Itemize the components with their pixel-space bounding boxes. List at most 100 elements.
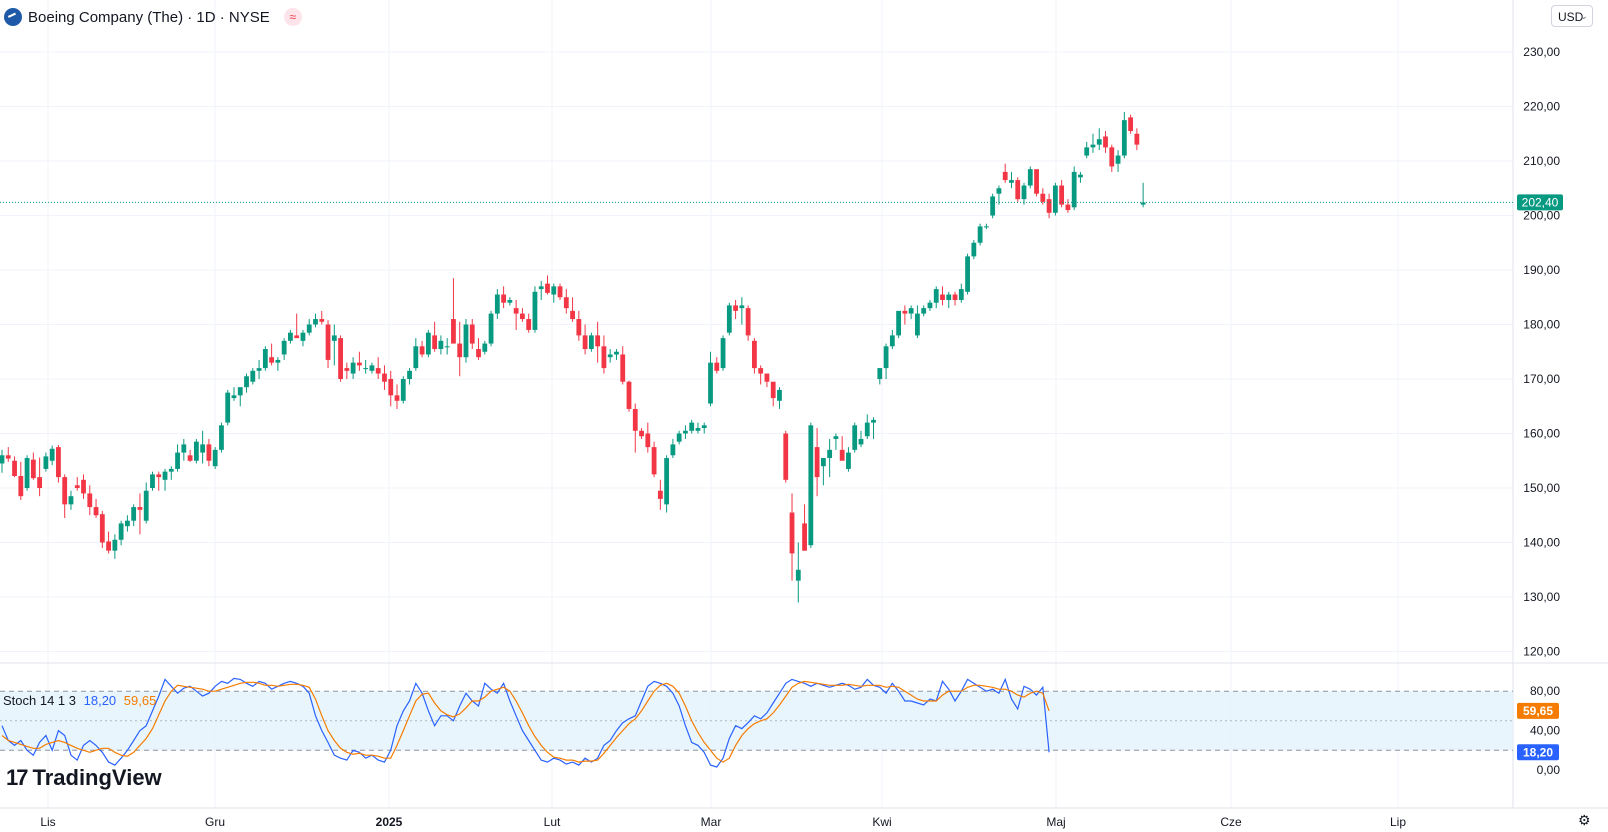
candle-body (752, 340, 757, 369)
tradingview-logo[interactable]: 17 TradingView (6, 765, 162, 791)
candle-body (1040, 193, 1046, 202)
y-tick-label: 130,00 (1523, 590, 1560, 604)
candle-body (795, 569, 801, 581)
candle-body (683, 430, 688, 434)
stoch-d-tag (1517, 702, 1559, 719)
candle-body (576, 319, 582, 336)
candle-body (1009, 180, 1014, 183)
candle-body (877, 368, 883, 379)
candle-body (864, 422, 870, 437)
candle-body (150, 474, 155, 488)
wave-icon[interactable]: ≈ (283, 8, 302, 26)
candle-body (1140, 202, 1146, 205)
candle-body (1015, 180, 1021, 200)
candle-body (24, 458, 30, 488)
candle-body (645, 433, 651, 448)
candle-body (350, 362, 356, 374)
candle-body (419, 346, 425, 355)
y-tick-label: 230,00 (1523, 45, 1560, 59)
y-tick-label: 150,00 (1523, 481, 1560, 495)
candle-body (614, 351, 619, 355)
currency-selector[interactable]: USD ⌄ (1551, 5, 1593, 27)
y-tick-label: 140,00 (1523, 536, 1560, 550)
candle-body (244, 376, 249, 388)
y-tick-label: 190,00 (1523, 263, 1560, 277)
candle-body (457, 343, 463, 358)
candle-body (915, 313, 920, 336)
candle-body (595, 335, 601, 347)
candle-body (476, 349, 481, 358)
candle-body (983, 226, 989, 228)
candle-body (394, 395, 400, 401)
candle-body (632, 408, 638, 431)
candle-body (1115, 155, 1121, 164)
candle-body (331, 335, 337, 341)
candle-body (1002, 171, 1008, 181)
candle-body (118, 523, 124, 540)
candle-body (1046, 199, 1052, 213)
candle-body (131, 507, 137, 521)
candle-body (306, 324, 312, 333)
candle-body (582, 335, 588, 350)
candle-body (1052, 185, 1058, 213)
candle-body (338, 338, 343, 379)
candle-body (676, 433, 682, 442)
candle-body (545, 283, 550, 293)
candle-body (225, 392, 231, 423)
candle-body (670, 444, 676, 456)
price-axis: 230,00 220,00 210,00 200,00 190,00 180,00 170,… (1523, 45, 1560, 659)
candle-body (526, 319, 532, 330)
stoch-legend[interactable]: Stoch 14 1 3 18,20 59,65 (3, 693, 156, 708)
candle-body (958, 289, 964, 300)
candle-body (714, 362, 720, 371)
candle-body (112, 539, 118, 551)
candle-body (356, 362, 362, 366)
x-tick-label: Lut (544, 815, 561, 829)
stoch-d-value: 59,65 (123, 693, 157, 708)
candle-body (200, 444, 206, 453)
candle-body (908, 308, 914, 314)
candle-body (375, 368, 381, 374)
candle-body (720, 338, 726, 369)
candle-body (990, 196, 996, 216)
symbol-title[interactable]: Boeing Company (The) · 1D · NYSE (28, 8, 270, 26)
stoch-tick-label: 80,00 (1530, 684, 1560, 698)
candle-body (1084, 147, 1090, 156)
candle-body (770, 381, 776, 399)
candle-body (946, 294, 952, 300)
x-tick-label: Gru (205, 815, 225, 829)
candle-body (43, 456, 49, 469)
candle-body (325, 324, 331, 360)
candle-body (1071, 171, 1077, 208)
candle-body (570, 310, 575, 320)
candle-body (820, 458, 826, 467)
candle-body (93, 507, 99, 516)
candle-body (175, 452, 180, 469)
boeing-logo-icon (4, 8, 22, 26)
candle-body (269, 357, 275, 363)
chart-header[interactable]: Boeing Company (The) · 1D · NYSE ≈ (4, 6, 302, 28)
candle-body (501, 294, 506, 303)
candle-body (933, 289, 939, 303)
candle-body (889, 335, 895, 347)
candle-body (733, 305, 738, 311)
candle-body (852, 425, 858, 450)
candle-body (689, 422, 695, 431)
candle-body (162, 471, 168, 480)
candle-body (996, 188, 1002, 194)
candle-body (137, 507, 143, 510)
candle-body (1121, 120, 1127, 156)
x-tick-label: Maj (1046, 815, 1065, 829)
candle-body (12, 460, 17, 477)
candle-body (382, 373, 387, 382)
candle-body (56, 447, 61, 478)
x-tick-label: Kwi (872, 815, 891, 829)
candle-body (538, 286, 544, 290)
candle-body (708, 362, 713, 404)
candle-body (206, 444, 212, 461)
candle-body (168, 468, 174, 472)
x-tick-label: Mar (701, 815, 722, 829)
gear-icon[interactable]: ⚙ (1578, 812, 1591, 828)
candle-body (639, 430, 644, 437)
